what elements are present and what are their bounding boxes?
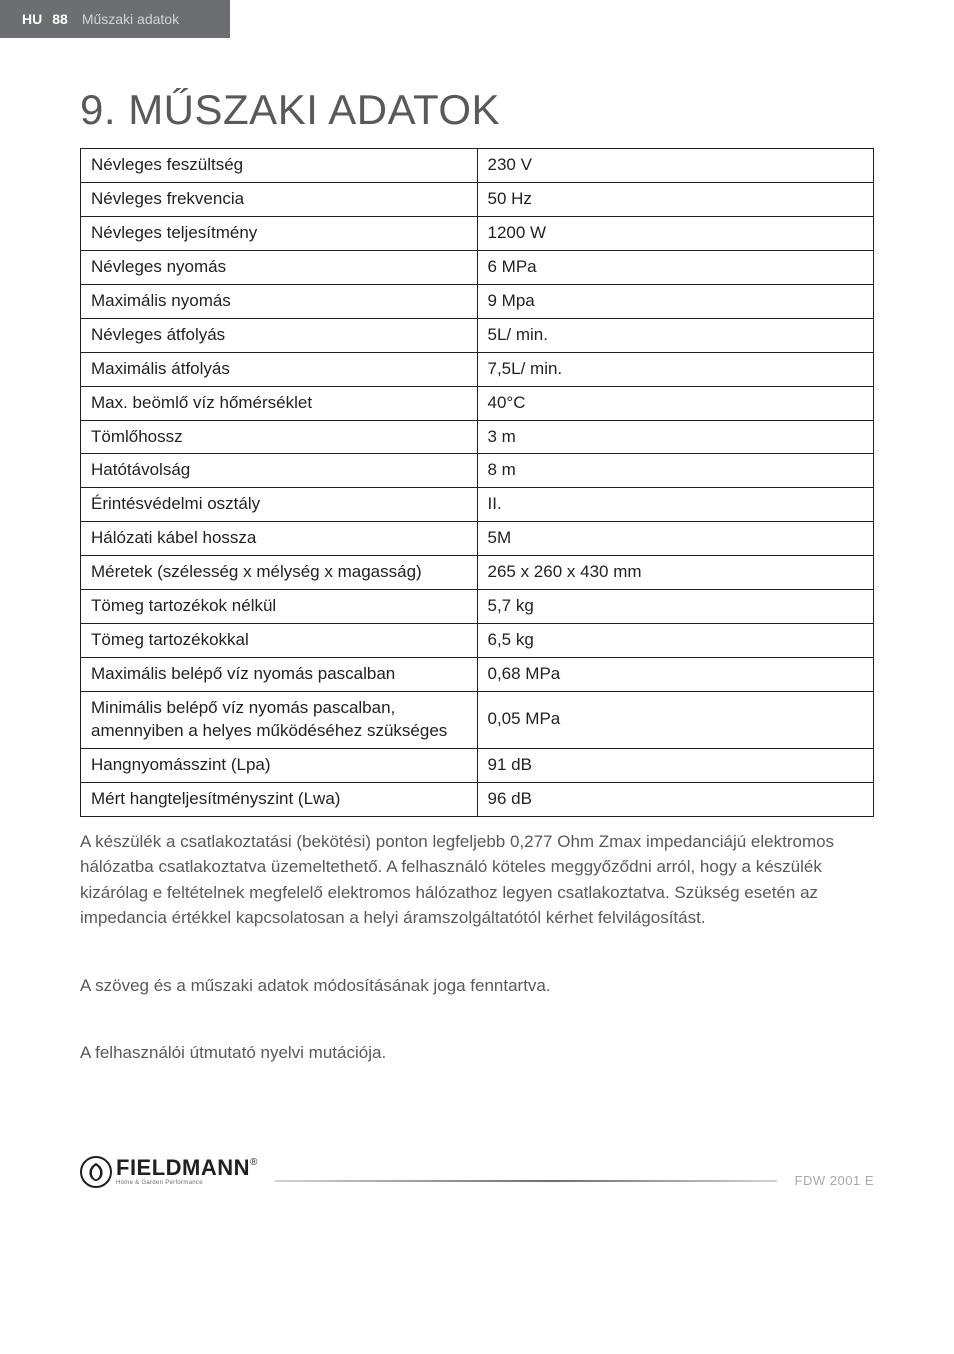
spec-label: Tömlőhossz <box>81 420 478 454</box>
table-row: Tömlőhossz3 m <box>81 420 874 454</box>
brand-logo: FIELDMANN® Home & Garden Performance <box>80 1156 257 1188</box>
registered-mark: ® <box>250 1157 257 1168</box>
table-row: Tömeg tartozékok nélkül5,7 kg <box>81 590 874 624</box>
spec-label: Méretek (szélesség x mélység x magasság) <box>81 556 478 590</box>
table-row: Hatótávolság8 m <box>81 454 874 488</box>
paragraph-rights: A szöveg és a műszaki adatok módosításán… <box>80 973 874 999</box>
spec-label: Hálózati kábel hossza <box>81 522 478 556</box>
spec-value: 40°C <box>477 386 874 420</box>
spec-value: 0,05 MPa <box>477 692 874 749</box>
spec-label: Névleges feszültség <box>81 149 478 183</box>
paragraph-language: A felhasználói útmutató nyelvi mutációja… <box>80 1040 874 1066</box>
spec-label: Hangnyomásszint (Lpa) <box>81 748 478 782</box>
page-number: 88 <box>52 11 68 27</box>
spec-label: Névleges teljesítmény <box>81 216 478 250</box>
page-title: 9. MŰSZAKI ADATOK <box>80 86 874 134</box>
table-row: Tömeg tartozékokkal6,5 kg <box>81 624 874 658</box>
spec-value: 8 m <box>477 454 874 488</box>
spec-label: Maximális belépő víz nyomás pascalban <box>81 658 478 692</box>
spec-value: II. <box>477 488 874 522</box>
spec-label: Tömeg tartozékokkal <box>81 624 478 658</box>
spec-label: Minimális belépő víz nyomás pascalban, a… <box>81 692 478 749</box>
lang-code: HU <box>22 11 42 27</box>
table-row: Érintésvédelmi osztályII. <box>81 488 874 522</box>
table-row: Maximális átfolyás7,5L/ min. <box>81 352 874 386</box>
leaf-icon <box>85 1161 107 1183</box>
spec-value: 9 Mpa <box>477 284 874 318</box>
spec-value: 7,5L/ min. <box>477 352 874 386</box>
spec-value: 230 V <box>477 149 874 183</box>
table-row: Névleges nyomás6 MPa <box>81 250 874 284</box>
spec-value: 96 dB <box>477 782 874 816</box>
table-row: Névleges feszültség230 V <box>81 149 874 183</box>
spec-value: 0,68 MPa <box>477 658 874 692</box>
spec-value: 6,5 kg <box>477 624 874 658</box>
section-name: Műszaki adatok <box>82 11 179 27</box>
spec-label: Tömeg tartozékok nélkül <box>81 590 478 624</box>
spec-label: Maximális átfolyás <box>81 352 478 386</box>
spec-label: Hatótávolság <box>81 454 478 488</box>
table-row: Minimális belépő víz nyomás pascalban, a… <box>81 692 874 749</box>
table-row: Névleges frekvencia50 Hz <box>81 182 874 216</box>
spec-table: Névleges feszültség230 VNévleges frekven… <box>80 148 874 817</box>
paragraph-impedance: A készülék a csatlakoztatási (bekötési) … <box>80 829 874 931</box>
spec-value: 265 x 260 x 430 mm <box>477 556 874 590</box>
brand-name: FIELDMANN <box>116 1155 250 1180</box>
spec-value: 1200 W <box>477 216 874 250</box>
main-content: 9. MŰSZAKI ADATOK Névleges feszültség230… <box>0 86 954 1066</box>
spec-value: 91 dB <box>477 748 874 782</box>
spec-value: 3 m <box>477 420 874 454</box>
table-row: Hálózati kábel hossza5M <box>81 522 874 556</box>
spec-value: 5M <box>477 522 874 556</box>
footer-divider <box>275 1180 776 1182</box>
table-row: Méretek (szélesség x mélység x magasság)… <box>81 556 874 590</box>
table-row: Mért hangteljesítményszint (Lwa)96 dB <box>81 782 874 816</box>
table-row: Névleges teljesítmény1200 W <box>81 216 874 250</box>
model-number: FDW 2001 E <box>795 1173 874 1188</box>
brand-logo-icon <box>80 1156 112 1188</box>
spec-label: Max. beömlő víz hőmérséklet <box>81 386 478 420</box>
spec-label: Névleges átfolyás <box>81 318 478 352</box>
spec-value: 5L/ min. <box>477 318 874 352</box>
page-footer: FIELDMANN® Home & Garden Performance FDW… <box>0 1156 954 1228</box>
spec-label: Névleges frekvencia <box>81 182 478 216</box>
table-row: Hangnyomásszint (Lpa)91 dB <box>81 748 874 782</box>
table-row: Maximális belépő víz nyomás pascalban0,6… <box>81 658 874 692</box>
spec-label: Névleges nyomás <box>81 250 478 284</box>
spec-value: 50 Hz <box>477 182 874 216</box>
table-row: Max. beömlő víz hőmérséklet40°C <box>81 386 874 420</box>
spec-label: Mért hangteljesítményszint (Lwa) <box>81 782 478 816</box>
brand-tagline: Home & Garden Performance <box>116 1180 257 1186</box>
page-header: HU 88 Műszaki adatok <box>0 0 230 38</box>
table-row: Maximális nyomás9 Mpa <box>81 284 874 318</box>
spec-value: 6 MPa <box>477 250 874 284</box>
spec-value: 5,7 kg <box>477 590 874 624</box>
table-row: Névleges átfolyás5L/ min. <box>81 318 874 352</box>
spec-label: Érintésvédelmi osztály <box>81 488 478 522</box>
spec-label: Maximális nyomás <box>81 284 478 318</box>
